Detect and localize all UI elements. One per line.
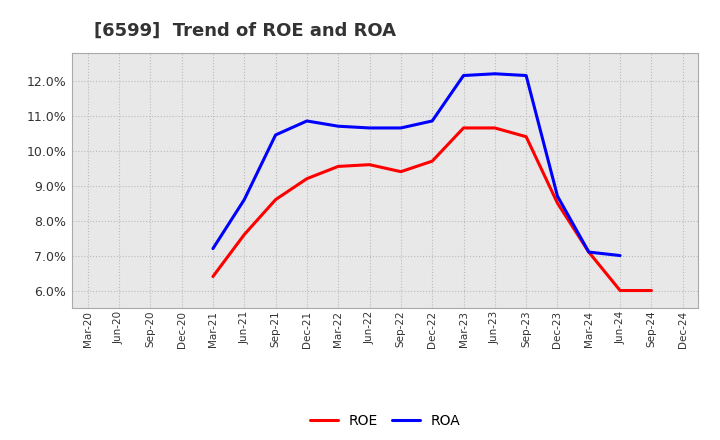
Legend: ROE, ROA: ROE, ROA	[305, 409, 466, 434]
ROA	[334, 124, 343, 129]
ROE	[428, 158, 436, 164]
ROA	[616, 253, 624, 258]
ROA	[428, 118, 436, 124]
ROA	[459, 73, 468, 78]
ROE	[271, 197, 280, 202]
ROA	[240, 197, 248, 202]
ROE	[616, 288, 624, 293]
Line: ROA: ROA	[213, 74, 620, 256]
Line: ROE: ROE	[213, 128, 652, 290]
ROA	[585, 249, 593, 255]
ROE	[459, 125, 468, 131]
ROE	[209, 274, 217, 279]
ROA	[522, 73, 531, 78]
ROA	[397, 125, 405, 131]
Text: [6599]  Trend of ROE and ROA: [6599] Trend of ROE and ROA	[94, 22, 395, 40]
ROE	[553, 201, 562, 206]
ROE	[522, 134, 531, 139]
ROA	[302, 118, 311, 124]
ROA	[490, 71, 499, 77]
ROA	[553, 194, 562, 199]
ROA	[365, 125, 374, 131]
ROE	[334, 164, 343, 169]
ROE	[240, 232, 248, 237]
ROE	[397, 169, 405, 174]
ROA	[209, 246, 217, 251]
ROE	[365, 162, 374, 167]
ROE	[302, 176, 311, 181]
ROE	[647, 288, 656, 293]
ROE	[585, 249, 593, 255]
ROE	[490, 125, 499, 131]
ROA	[271, 132, 280, 138]
